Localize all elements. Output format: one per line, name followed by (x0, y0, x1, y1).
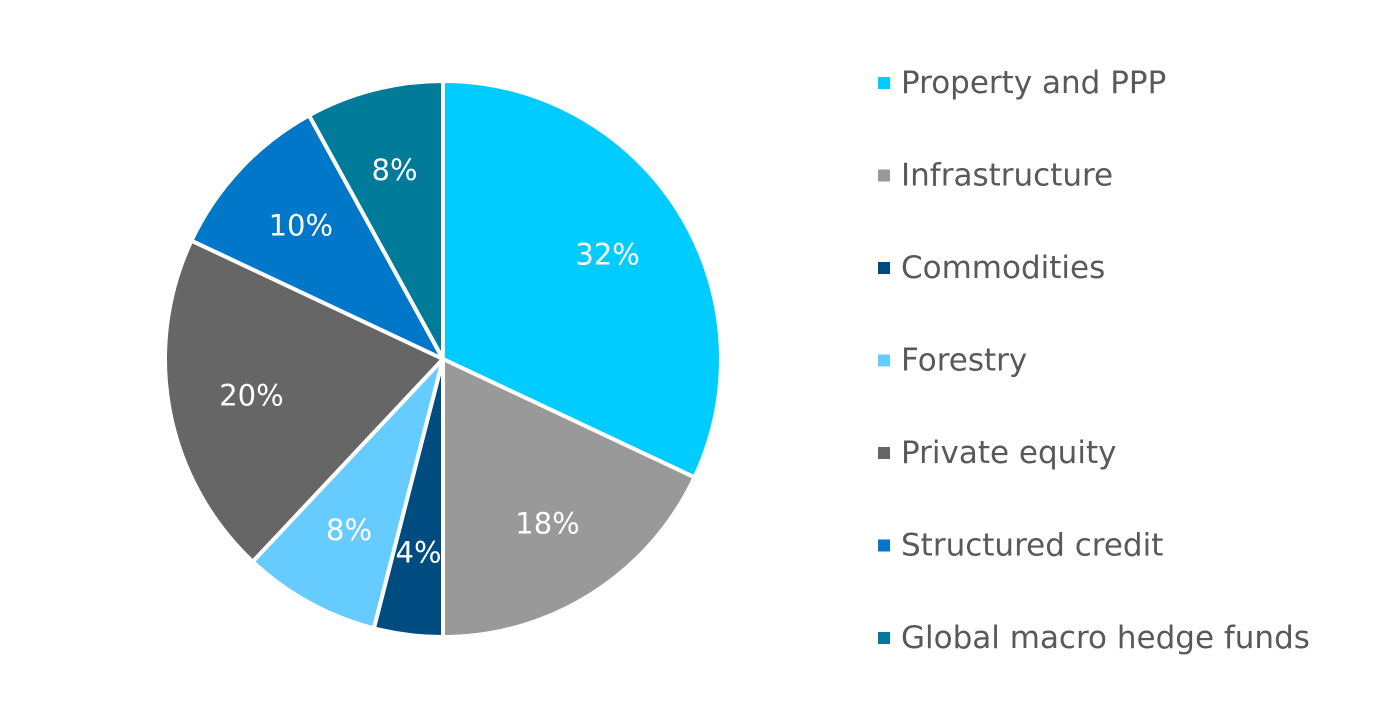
legend-label: Commodities (901, 250, 1105, 286)
legend-swatch (878, 447, 890, 459)
data-label-commodities: 4% (396, 535, 442, 569)
legend: Property and PPP Infrastructure Commoditie… (878, 65, 1310, 656)
legend-label: Global macro hedge funds (901, 620, 1310, 656)
data-label-global-macro-hedge-funds: 8% (372, 153, 418, 187)
legend-label: Private equity (901, 435, 1116, 471)
data-label-forestry: 8% (326, 513, 372, 547)
data-label-property-and-ppp: 32% (575, 238, 639, 272)
data-label-infrastructure: 18% (515, 507, 579, 541)
legend-label: Property and PPP (901, 65, 1166, 101)
legend-label: Structured credit (901, 528, 1163, 564)
legend-swatch (878, 169, 890, 182)
pie-data-labels: 32% 18% 4% 8% 20% 10% 8% (219, 153, 640, 569)
pie-slices (163, 79, 723, 639)
pie-slice-forestry (250, 357, 445, 631)
legend-item-property-and-ppp: Property and PPP (878, 65, 1166, 101)
pie-slice-structured-credit (189, 113, 445, 361)
legend-item-forestry: Forestry (878, 343, 1027, 379)
legend-item-infrastructure: Infrastructure (878, 158, 1113, 194)
legend-label: Forestry (901, 343, 1027, 379)
legend-item-global-macro-hedge-funds: Global macro hedge funds (878, 620, 1310, 656)
legend-swatch (878, 354, 890, 367)
legend-swatch (878, 262, 890, 274)
pie-slice-property-and-ppp (441, 79, 723, 480)
pie-slice-global-macro-hedge-funds (307, 79, 445, 361)
legend-swatch (878, 632, 890, 644)
legend-swatch (878, 539, 890, 552)
pie-slice-infrastructure (441, 357, 697, 639)
legend-swatch (878, 77, 890, 89)
pie-slice-private-equity (163, 238, 445, 564)
data-label-structured-credit: 10% (269, 209, 333, 243)
legend-item-commodities: Commodities (878, 250, 1105, 286)
legend-item-structured-credit: Structured credit (878, 528, 1163, 564)
legend-label: Infrastructure (901, 158, 1113, 194)
legend-item-private-equity: Private equity (878, 435, 1116, 471)
data-label-private-equity: 20% (219, 379, 283, 413)
